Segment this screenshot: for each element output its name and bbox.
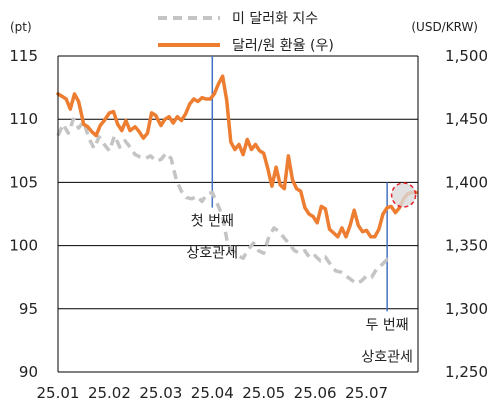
annotation-label-2: 두 번째	[366, 317, 409, 333]
x-tick-label: 25.01	[37, 384, 80, 402]
annotation-label-1: 상호관세	[187, 246, 239, 262]
x-tick-labels: 25.01 25.02 25.03 25.04 25.05 25.06 25.07	[37, 384, 389, 402]
right-tick-label: 1,400	[445, 173, 488, 191]
right-tick-label: 1,350	[445, 237, 488, 255]
grid-layer	[58, 55, 418, 373]
annotation-label-2: 상호관세	[361, 349, 413, 365]
legend: 미 달러화 지수 달러/원 환율 (우)	[158, 11, 334, 54]
annotation-lines-layer	[211, 56, 388, 312]
right-axis-unit: (USD/KRW)	[411, 20, 478, 34]
right-tick-labels: 1,250 1,300 1,350 1,400 1,450 1,500	[445, 47, 488, 381]
x-tick-label: 25.06	[294, 384, 337, 402]
x-tick-label: 25.02	[88, 384, 131, 402]
right-tick-label: 1,300	[445, 300, 488, 318]
left-tick-label: 95	[19, 300, 38, 318]
x-tick-label: 25.04	[191, 384, 234, 402]
series-line-dollar-index	[56, 117, 392, 286]
left-tick-label: 105	[9, 173, 38, 191]
left-tick-label: 110	[9, 110, 38, 128]
highlight-circle	[390, 182, 417, 208]
left-tick-label: 115	[9, 47, 38, 65]
left-axis-unit: (pt)	[10, 20, 32, 34]
series-line-usdkrw	[56, 74, 418, 239]
highlight-layer	[390, 182, 417, 208]
legend-label-usdkrw: 달러/원 환율 (우)	[232, 38, 334, 54]
x-tick-label: 25.05	[242, 384, 285, 402]
legend-label-dollar-index: 미 달러화 지수	[232, 11, 318, 27]
left-tick-label: 90	[19, 363, 38, 381]
series-layer	[56, 74, 418, 286]
right-tick-label: 1,250	[445, 363, 488, 381]
axes-layer	[57, 56, 419, 372]
x-tick-label: 25.03	[139, 384, 182, 402]
left-tick-label: 100	[9, 237, 38, 255]
right-tick-label: 1,450	[445, 110, 488, 128]
left-tick-labels: 90 95 100 105 110 115	[9, 47, 38, 381]
right-tick-label: 1,500	[445, 47, 488, 65]
annotation-label-1: 첫 번째	[191, 214, 234, 230]
x-tick-label: 25.07	[345, 384, 388, 402]
